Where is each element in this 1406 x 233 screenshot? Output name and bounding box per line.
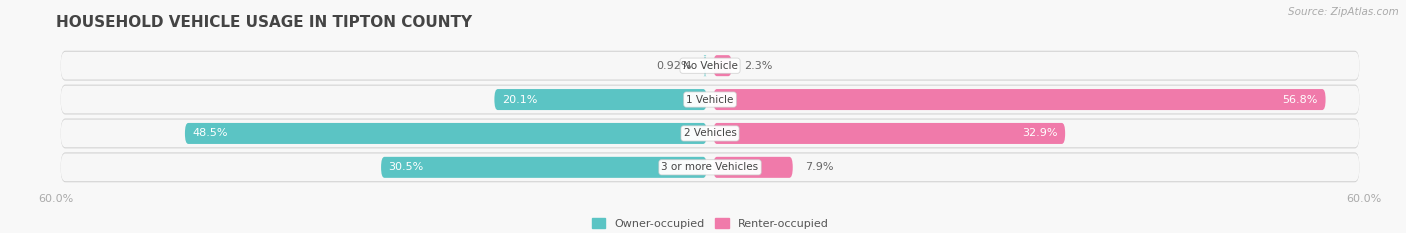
FancyBboxPatch shape (60, 120, 1360, 147)
FancyBboxPatch shape (60, 52, 1360, 79)
Text: 2.3%: 2.3% (744, 61, 772, 71)
FancyBboxPatch shape (495, 89, 707, 110)
FancyBboxPatch shape (60, 86, 1360, 113)
FancyBboxPatch shape (60, 154, 1360, 181)
FancyBboxPatch shape (713, 157, 793, 178)
Text: 56.8%: 56.8% (1282, 95, 1317, 105)
Text: 32.9%: 32.9% (1022, 128, 1057, 138)
Legend: Owner-occupied, Renter-occupied: Owner-occupied, Renter-occupied (588, 214, 832, 233)
FancyBboxPatch shape (703, 55, 707, 76)
Text: 0.92%: 0.92% (655, 61, 692, 71)
Text: No Vehicle: No Vehicle (682, 61, 738, 71)
Text: 7.9%: 7.9% (804, 162, 834, 172)
FancyBboxPatch shape (186, 123, 707, 144)
FancyBboxPatch shape (60, 51, 1360, 81)
Text: 48.5%: 48.5% (193, 128, 228, 138)
FancyBboxPatch shape (713, 55, 731, 76)
FancyBboxPatch shape (713, 89, 1326, 110)
Text: 1 Vehicle: 1 Vehicle (686, 95, 734, 105)
Text: 20.1%: 20.1% (502, 95, 537, 105)
FancyBboxPatch shape (713, 123, 1066, 144)
Text: 3 or more Vehicles: 3 or more Vehicles (661, 162, 759, 172)
FancyBboxPatch shape (381, 157, 707, 178)
Text: HOUSEHOLD VEHICLE USAGE IN TIPTON COUNTY: HOUSEHOLD VEHICLE USAGE IN TIPTON COUNTY (56, 15, 472, 30)
Text: 2 Vehicles: 2 Vehicles (683, 128, 737, 138)
FancyBboxPatch shape (60, 85, 1360, 114)
Text: 30.5%: 30.5% (388, 162, 423, 172)
FancyBboxPatch shape (60, 119, 1360, 148)
FancyBboxPatch shape (60, 152, 1360, 182)
Text: Source: ZipAtlas.com: Source: ZipAtlas.com (1288, 7, 1399, 17)
